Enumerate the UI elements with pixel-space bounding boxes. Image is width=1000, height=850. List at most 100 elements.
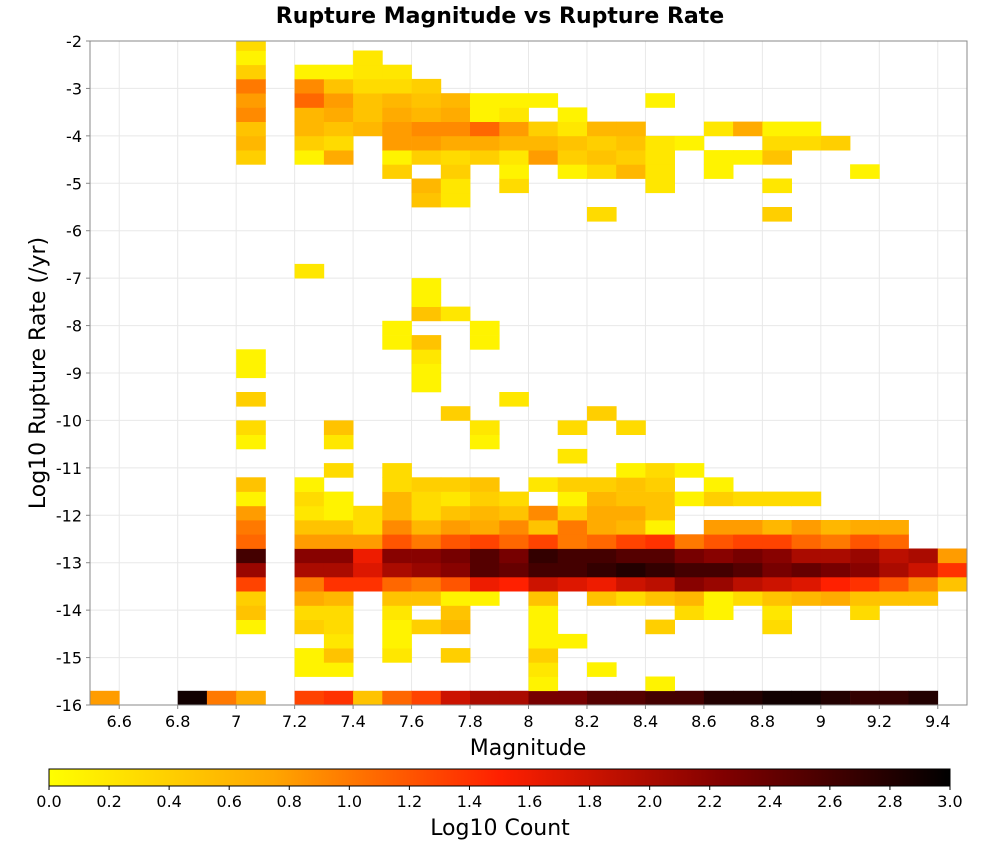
heatmap-cell xyxy=(528,520,559,535)
heatmap-cell xyxy=(440,121,471,137)
heatmap-cell xyxy=(499,491,529,507)
heatmap-cell xyxy=(645,591,675,606)
heatmap-cell xyxy=(236,690,266,706)
heatmap-cell xyxy=(440,93,471,108)
heatmap-cell xyxy=(294,605,325,620)
heatmap-cell xyxy=(791,562,822,578)
y-tick-label: -5 xyxy=(66,174,82,193)
colorbar-tick-label: 1.8 xyxy=(577,792,602,811)
heatmap-cell xyxy=(440,406,471,421)
heatmap-cell xyxy=(323,463,354,478)
heatmap-cell xyxy=(645,690,675,706)
heatmap-cell xyxy=(587,505,617,521)
heatmap-cell xyxy=(411,520,442,535)
heatmap-cell xyxy=(499,135,529,151)
x-tick-label: 9.2 xyxy=(867,712,892,731)
heatmap-cell xyxy=(557,135,588,151)
heatmap-cell xyxy=(908,576,939,592)
heatmap-cell xyxy=(411,292,442,307)
heatmap-cell xyxy=(206,690,237,706)
heatmap-cell xyxy=(294,562,325,578)
heatmap-cell xyxy=(645,178,675,194)
heatmap-cell xyxy=(645,520,675,535)
heatmap-cell xyxy=(470,562,500,578)
heatmap-cell xyxy=(323,662,354,677)
heatmap-cell xyxy=(440,164,471,179)
heatmap-cell xyxy=(733,520,763,535)
heatmap-cell xyxy=(323,121,354,137)
heatmap-cell xyxy=(645,505,675,521)
heatmap-cell xyxy=(499,562,529,578)
heatmap-cell xyxy=(499,150,529,165)
x-tick-labels: 6.6 6.8 7 7.2 7.4 7.6 7.8 8 8.2 8.4 8.6 8.8 9 9.2 9.4 xyxy=(107,705,950,731)
heatmap-cell xyxy=(645,548,675,564)
heatmap-cell xyxy=(674,548,705,564)
heatmap-cell xyxy=(411,619,442,635)
colorbar-tick-label: 1.4 xyxy=(457,792,482,811)
heatmap-cell xyxy=(703,121,734,137)
heatmap-cell xyxy=(762,121,792,137)
heatmap-cell xyxy=(850,591,880,606)
heatmap-cell xyxy=(382,121,412,137)
heatmap-cell xyxy=(499,392,529,407)
heatmap-cell xyxy=(645,463,675,478)
heatmap-cell xyxy=(236,363,266,379)
x-tick-label: 8.8 xyxy=(750,712,775,731)
heatmap-cell xyxy=(850,690,880,706)
colorbar-tick-label: 0.4 xyxy=(156,792,181,811)
heatmap-cell xyxy=(616,150,646,165)
heatmap-cell xyxy=(440,605,471,620)
heatmap-cell xyxy=(440,505,471,521)
heatmap-cell xyxy=(645,150,675,165)
heatmap-cell xyxy=(645,477,675,492)
x-tick-label: 6.6 xyxy=(107,712,132,731)
heatmap-cell xyxy=(645,576,675,592)
heatmap-cell xyxy=(353,78,383,94)
y-tick-labels: -2 -3 -4 -5 -6 -7 -8 -9 -10 -11 -12 -13 -14 -15 -16 xyxy=(56,32,90,715)
heatmap-cell xyxy=(470,335,500,350)
heatmap-cell xyxy=(90,690,120,706)
heatmap-cell xyxy=(470,548,500,564)
x-tick-label: 8 xyxy=(523,712,533,731)
heatmap-cell xyxy=(323,434,354,450)
heatmap-cell xyxy=(353,64,383,80)
heatmap-cell xyxy=(703,562,734,578)
heatmap-cell xyxy=(879,548,909,564)
y-tick-label: -7 xyxy=(66,269,82,288)
heatmap-cell xyxy=(236,64,266,80)
colorbar-tick-label: 2.8 xyxy=(877,792,902,811)
heatmap-cell xyxy=(323,690,354,706)
heatmap-cell xyxy=(440,491,471,507)
heatmap-cell xyxy=(791,121,822,137)
heatmap-cell xyxy=(528,633,559,649)
heatmap-cell xyxy=(908,690,939,706)
x-axis-label: Magnitude xyxy=(470,736,587,761)
heatmap-cell xyxy=(557,520,588,535)
heatmap-cell xyxy=(616,491,646,507)
heatmap-cell xyxy=(470,107,500,122)
heatmap-cell xyxy=(616,121,646,137)
heatmap-cell xyxy=(411,150,442,165)
heatmap-cell xyxy=(440,591,471,606)
heatmap-cell xyxy=(499,107,529,122)
heatmap-cell xyxy=(762,150,792,165)
heatmap-cell xyxy=(587,591,617,606)
heatmap-cell xyxy=(674,562,705,578)
heatmap-cell xyxy=(616,135,646,151)
heatmap-cell xyxy=(323,491,354,507)
heatmap-cell xyxy=(703,477,734,492)
heatmap-cell xyxy=(557,505,588,521)
heatmap-cell xyxy=(411,505,442,521)
heatmap-cell xyxy=(236,520,266,535)
colorbar-tick-label: 0.0 xyxy=(36,792,61,811)
heatmap-cell xyxy=(236,41,266,51)
heatmap-cell xyxy=(470,420,500,435)
heatmap-cell xyxy=(411,377,442,393)
heatmap-cell xyxy=(616,463,646,478)
heatmap-cell xyxy=(294,591,325,606)
heatmap-cell xyxy=(470,576,500,592)
heatmap-cells xyxy=(90,41,968,706)
heatmap-cell xyxy=(733,591,763,606)
heatmap-cell xyxy=(879,562,909,578)
